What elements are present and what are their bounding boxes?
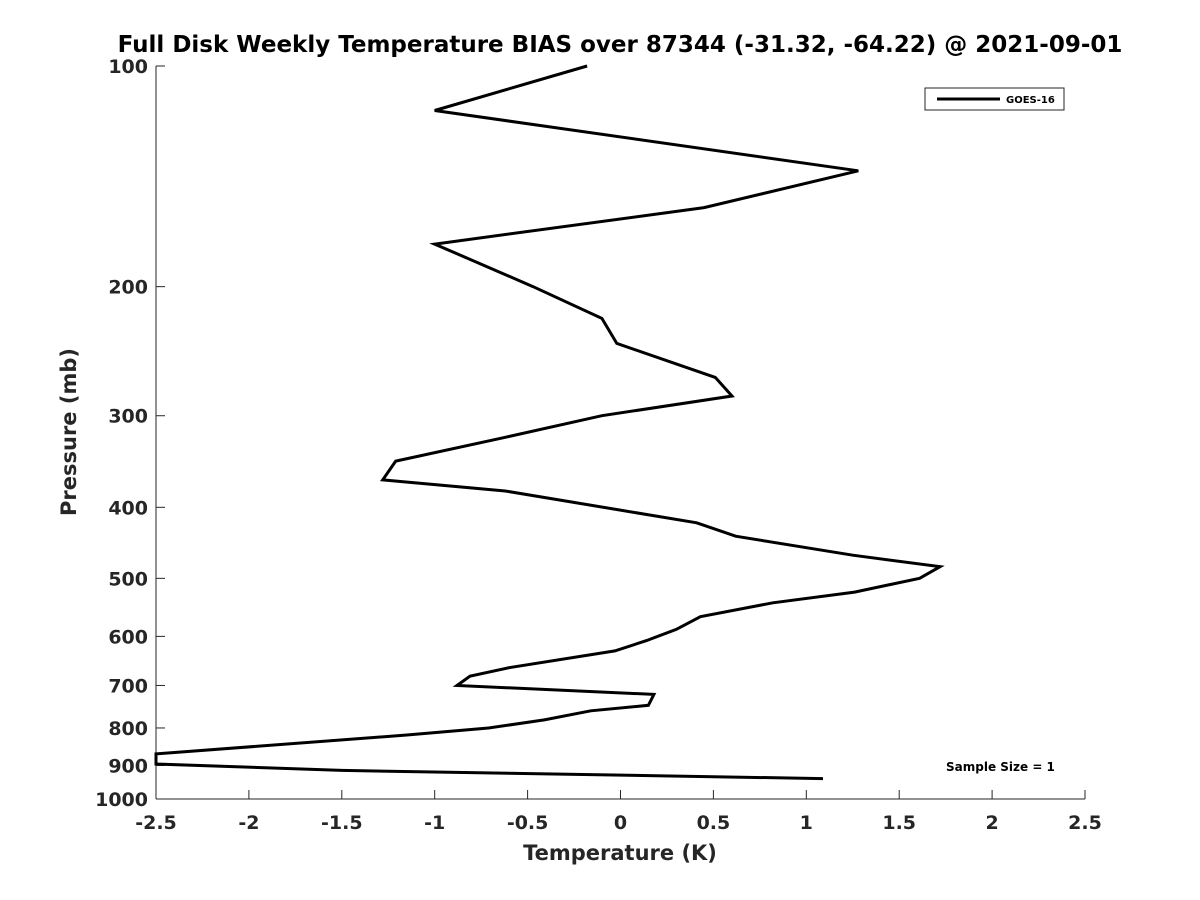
y-ticks: 100 200 300 400 500 600 700 800 900 1000: [95, 56, 165, 811]
y-tick-label: 600: [108, 626, 148, 648]
legend: GOES-16: [924, 87, 1065, 111]
x-tick-label: -2: [238, 812, 259, 834]
x-ticks: -2.5 -2 -1.5 -1 -0.5 0 0.5 1 1.5 2 2.5: [135, 790, 1102, 834]
x-tick-label: -2.5: [135, 812, 177, 834]
legend-label-goes-16: GOES-16: [1006, 95, 1055, 106]
x-tick-label: 1: [800, 812, 813, 834]
x-tick-label: -1.5: [321, 812, 363, 834]
y-tick-label: 900: [108, 755, 148, 777]
chart-title: Full Disk Weekly Temperature BIAS over 8…: [118, 32, 1123, 58]
y-tick-label: 400: [108, 497, 148, 519]
x-tick-label: 2: [985, 812, 998, 834]
sample-size-annotation: Sample Size = 1: [946, 760, 1055, 774]
x-tick-label: -1: [424, 812, 445, 834]
x-tick-label: -0.5: [507, 812, 549, 834]
series-line-goes-16: [154, 64, 945, 781]
x-axis-label: Temperature (K): [523, 841, 717, 865]
series-group: [154, 64, 945, 781]
y-tick-label: 1000: [95, 789, 148, 811]
y-tick-label: 200: [108, 277, 148, 299]
axes: [155, 66, 1085, 800]
y-tick-label: 500: [108, 568, 148, 590]
y-tick-label: 700: [108, 675, 148, 697]
x-tick-label: 2.5: [1068, 812, 1102, 834]
x-tick-label: 0: [614, 812, 627, 834]
y-tick-label: 300: [108, 406, 148, 428]
x-tick-label: 1.5: [882, 812, 916, 834]
y-tick-label: 100: [108, 56, 148, 78]
y-axis-label: Pressure (mb): [57, 348, 81, 516]
y-tick-label: 800: [108, 718, 148, 740]
x-tick-label: 0.5: [697, 812, 731, 834]
